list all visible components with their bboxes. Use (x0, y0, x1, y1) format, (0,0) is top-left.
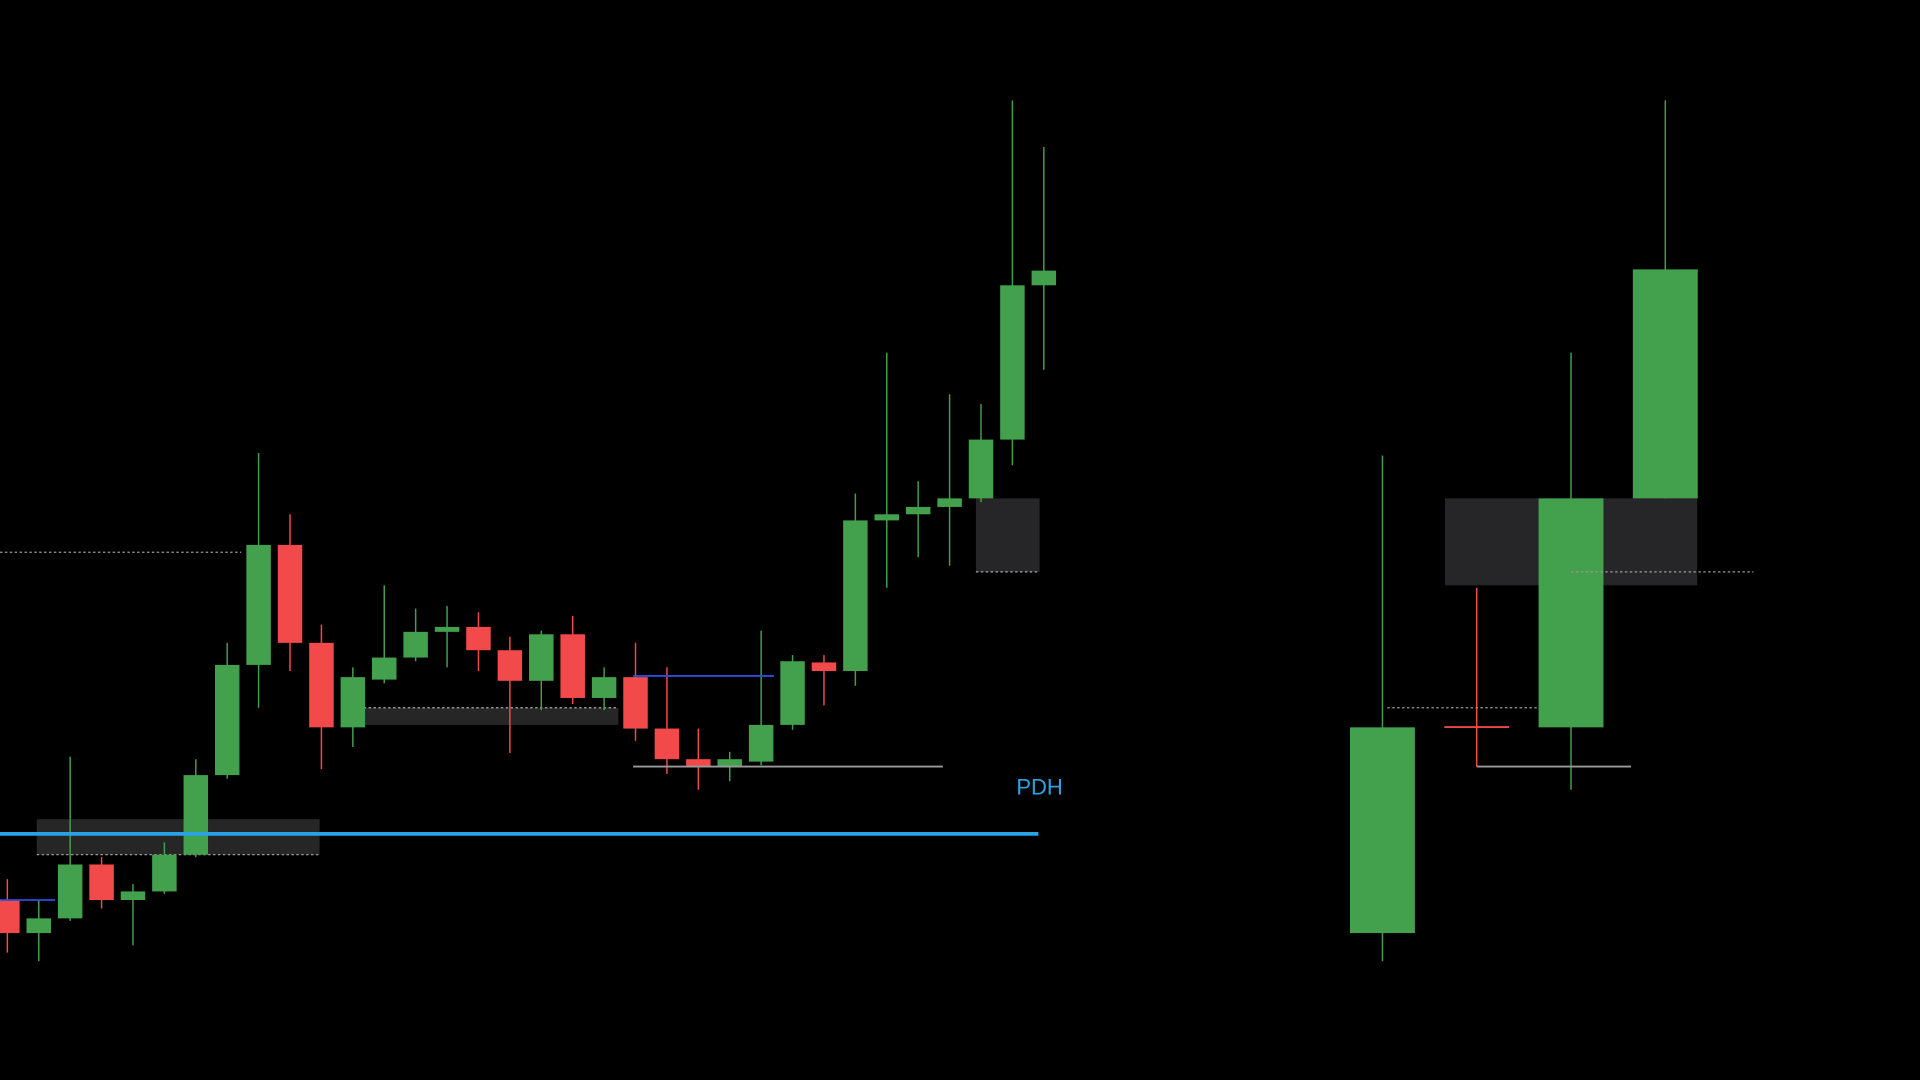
candle-body (340, 677, 366, 728)
candle-body (717, 759, 742, 767)
candle-body (874, 514, 900, 521)
candle-body (89, 864, 114, 900)
candle-body (466, 626, 491, 651)
candle-body (403, 631, 428, 658)
candle-body (811, 662, 837, 672)
candle-body (183, 775, 209, 855)
candle-body (26, 918, 51, 934)
candle-body (152, 854, 177, 892)
candle-body (686, 759, 711, 767)
candle-body (748, 724, 774, 762)
candle-body (623, 677, 648, 729)
candle-body (1031, 270, 1057, 286)
candle-body (1444, 726, 1510, 728)
candle-body (434, 626, 460, 632)
candle-body (57, 864, 83, 919)
candle-body (1350, 727, 1415, 934)
candle-body (780, 661, 805, 725)
candle-body (214, 664, 240, 776)
candle-body (277, 544, 303, 643)
zone (36, 819, 320, 855)
candle-body (1632, 269, 1698, 499)
candle-body (654, 728, 680, 760)
candle-body (843, 520, 868, 672)
zone (975, 498, 1040, 572)
candle-body (497, 650, 523, 681)
candle-body (529, 634, 554, 681)
zone (363, 707, 619, 725)
candle-body (0, 900, 20, 934)
candle-body (560, 634, 585, 698)
candle-body (591, 677, 617, 698)
candle-body (968, 439, 994, 499)
candle-body (1538, 498, 1604, 728)
candle-body (309, 642, 334, 728)
candle-body (120, 891, 146, 900)
candle-body (246, 544, 271, 665)
candle-body (937, 498, 962, 507)
candle-body (1000, 285, 1025, 440)
candle-body (905, 506, 931, 515)
level-label: PDH (1016, 774, 1063, 799)
candle-body (372, 657, 397, 680)
